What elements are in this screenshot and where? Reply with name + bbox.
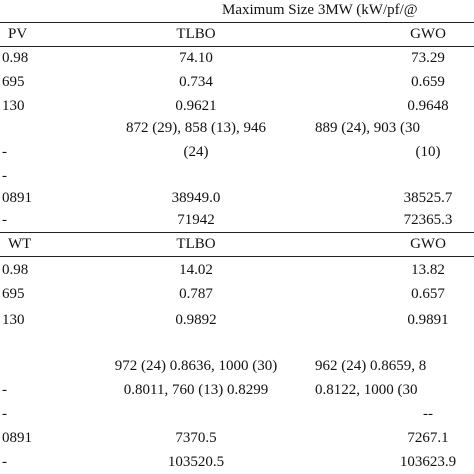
table-cell: 72365.3 <box>403 212 453 228</box>
table-cell: - <box>2 168 7 184</box>
table-cell: 0.9891 <box>407 312 449 328</box>
table-cell: 889 (24), 903 (30 <box>315 120 420 136</box>
table-cell: 7267.1 <box>407 430 449 446</box>
table-cell: 130 <box>2 98 25 114</box>
table-cell: -- <box>423 406 433 422</box>
table-cell: 0.9892 <box>175 312 217 328</box>
column-header: GWO <box>410 26 446 42</box>
column-header: PV <box>8 26 28 42</box>
table-title: Maximum Size 3MW (kW/pf/@ <box>222 2 418 18</box>
table-cell: 7370.5 <box>175 430 217 446</box>
table-cell: 13.82 <box>411 262 445 278</box>
table-cell: 0891 <box>2 430 32 446</box>
table-cell: 0.734 <box>179 74 213 90</box>
table-cell: 0.657 <box>411 286 445 302</box>
table-cell: 962 (24) 0.8659, 8 <box>315 358 427 374</box>
rule <box>0 22 474 23</box>
table-cell: 0.9621 <box>175 98 217 114</box>
table-cell: - <box>2 212 7 228</box>
table-cell: 695 <box>2 286 25 302</box>
column-header: WT <box>8 236 32 252</box>
table-cell: - <box>2 144 7 160</box>
table-cell: 0.787 <box>179 286 213 302</box>
rule <box>0 232 474 233</box>
table-cell: - <box>2 454 7 470</box>
table-cell: 103623.9 <box>399 454 457 470</box>
table-cell: 0.8011, 760 (13) 0.8299 <box>123 382 269 398</box>
table-cell: 0.98 <box>2 262 29 278</box>
table-cell: 872 (29), 858 (13), 946 <box>126 120 266 136</box>
table-cell: (10) <box>415 144 441 160</box>
table-cell: 74.10 <box>179 50 213 66</box>
table-cell: 0891 <box>2 190 32 206</box>
table-cell: - <box>2 406 7 422</box>
table-cell: - <box>2 382 7 398</box>
table-cell: 0.9648 <box>407 98 449 114</box>
table-cell: 103520.5 <box>167 454 225 470</box>
table-cell: 71942 <box>177 212 215 228</box>
table-cell: 972 (24) 0.8636, 1000 (30) <box>114 358 278 374</box>
table-cell: 695 <box>2 74 25 90</box>
column-header: TLBO <box>176 236 216 252</box>
table-cell: 130 <box>2 312 25 328</box>
table-cell: 0.659 <box>411 74 445 90</box>
table-cell: (24) <box>183 144 209 160</box>
column-header: TLBO <box>176 26 216 42</box>
table-cell: 38525.7 <box>403 190 453 206</box>
table-cell: 73.29 <box>411 50 445 66</box>
column-header: GWO <box>410 236 446 252</box>
table-cell: 0.98 <box>2 50 29 66</box>
table-cell: 0.8122, 1000 (30 <box>315 382 418 398</box>
rule <box>0 256 474 257</box>
rule <box>0 46 474 47</box>
table-cell: 14.02 <box>179 262 213 278</box>
table-cell: 38949.0 <box>171 190 221 206</box>
